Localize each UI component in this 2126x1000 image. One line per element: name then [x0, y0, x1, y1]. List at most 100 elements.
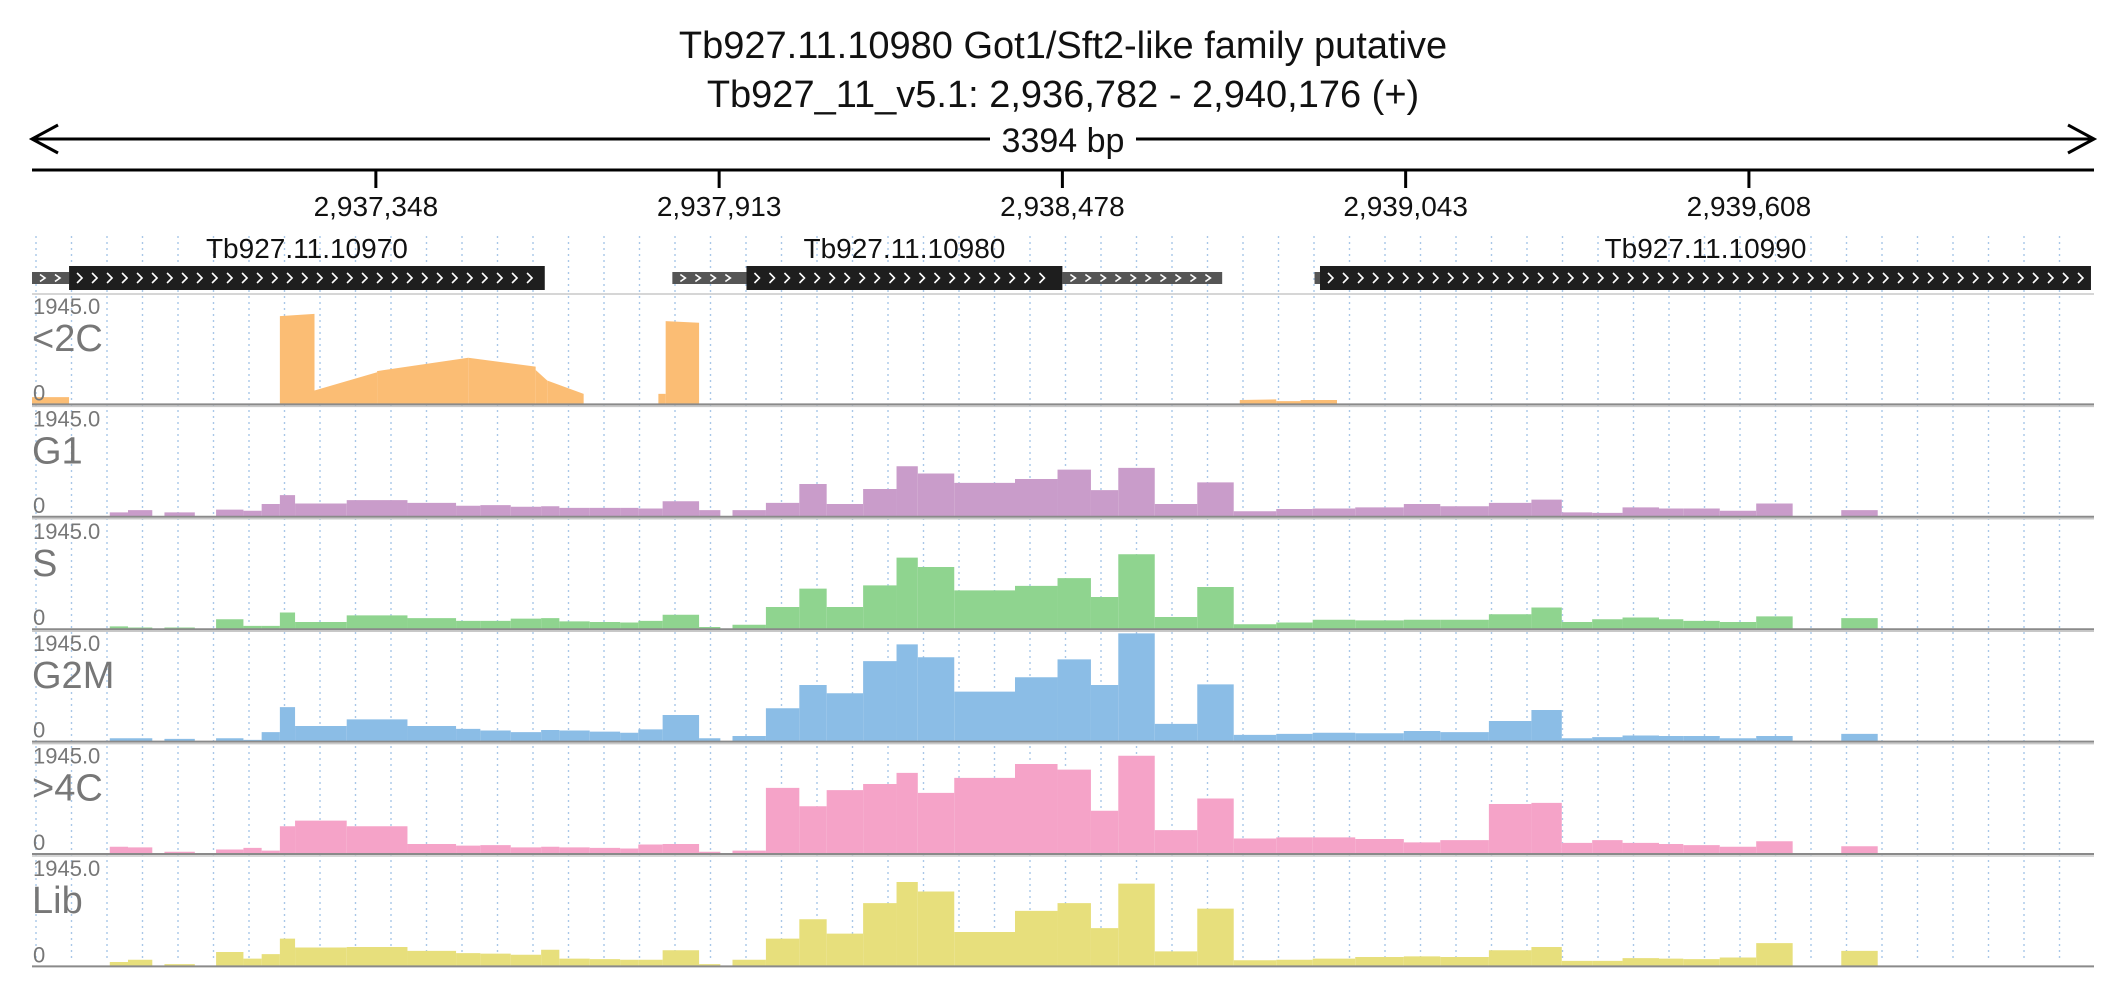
coverage-bar	[295, 503, 347, 517]
coverage-bar	[589, 507, 621, 517]
coverage-bar	[1440, 840, 1489, 854]
coverage-bar	[1622, 735, 1659, 742]
coverage-bar	[541, 506, 560, 517]
coverage-bar	[863, 489, 897, 517]
coverage-bar	[1090, 810, 1119, 854]
gene-cds-block	[746, 266, 1063, 290]
coverage-bar	[1658, 508, 1684, 517]
coverage-bar	[127, 847, 153, 854]
coverage-bar	[559, 847, 590, 854]
coverage-bar	[917, 891, 955, 967]
strand-chevrons	[1069, 273, 1212, 283]
coverage-bar	[1015, 910, 1058, 967]
coverage-bar	[1756, 503, 1793, 517]
coverage-bar	[1015, 677, 1058, 742]
coverage-bar	[1197, 798, 1234, 854]
span-length-label: 3394 bp	[1002, 122, 1125, 160]
coverage-bar	[216, 619, 244, 630]
coverage-bar	[732, 510, 766, 517]
coverage-bar	[1440, 619, 1489, 630]
coverage-bar	[480, 845, 511, 854]
coverage-bar	[1592, 960, 1623, 967]
coverage-bar	[732, 736, 766, 742]
coverage-bar	[480, 505, 511, 517]
coverage-bar	[1233, 624, 1277, 630]
coverage-bar	[1233, 838, 1277, 854]
coverage-bar	[1531, 802, 1562, 854]
coverage-bar	[954, 777, 1016, 854]
gene-label: Tb927.11.10970	[206, 233, 408, 264]
coverage-bar	[1440, 506, 1489, 517]
coverage-bar	[1233, 734, 1277, 742]
coverage-bar	[1312, 508, 1356, 517]
coverage-bar	[662, 614, 700, 630]
y-min-label: 0	[33, 830, 45, 855]
coverage-bar	[295, 947, 347, 967]
coverage-bar	[917, 473, 955, 517]
coverage-bar	[1841, 950, 1878, 967]
coverage-bar	[662, 950, 700, 967]
coverage-bar	[407, 844, 457, 854]
coverage-bar	[456, 953, 481, 967]
coverage-bar	[1154, 504, 1198, 517]
y-min-label: 0	[33, 605, 45, 630]
coverage-bar	[279, 707, 296, 742]
coverage-bar	[1531, 709, 1562, 742]
coverage-bar	[346, 946, 408, 967]
coverage-bar	[1403, 956, 1441, 967]
coverage-bar	[407, 618, 457, 630]
coverage-bar	[1355, 956, 1404, 967]
gene-utr-block	[1062, 272, 1223, 284]
gene-utr-block	[32, 272, 70, 284]
coverage-bar	[1658, 958, 1684, 967]
coverage-bar	[954, 482, 1016, 517]
coverage-bar	[1683, 959, 1720, 967]
coverage-bar	[896, 644, 918, 742]
coverage-bar	[1118, 883, 1155, 967]
coverage-bar	[799, 484, 827, 517]
coverage-bar	[1057, 659, 1091, 742]
coverage-bar	[954, 691, 1016, 742]
coverage-bar	[1197, 908, 1234, 967]
coverage-bar	[346, 500, 408, 517]
coverage-bar	[1090, 596, 1119, 630]
coverage-bar	[1440, 956, 1489, 967]
coverage-bar	[32, 397, 70, 405]
y-min-label: 0	[33, 942, 45, 967]
coverage-bar	[1488, 804, 1532, 854]
coverage-bar	[1233, 511, 1277, 517]
coverage-track: 1945.0 0 G1	[32, 405, 2094, 518]
coverage-bar	[1276, 959, 1313, 967]
coverage-bar	[456, 728, 481, 742]
coverage-bar	[480, 953, 511, 967]
coverage-track: 1945.0 0 S	[32, 518, 2094, 631]
coverage-bar	[699, 510, 721, 517]
coverage-bar	[620, 622, 639, 630]
strand-chevrons	[39, 273, 62, 283]
coverage-bar	[1239, 399, 1277, 405]
coverage-bar	[1057, 469, 1091, 517]
y-min-label: 0	[33, 718, 45, 743]
coverage-bar	[1719, 621, 1757, 630]
gene-label: Tb927.11.10980	[803, 233, 1005, 264]
coverage-bar	[279, 612, 296, 630]
coverage-bar	[541, 846, 560, 854]
coverage-bar	[1233, 960, 1277, 967]
track-name-label: >4C	[32, 768, 103, 810]
coverage-bar	[662, 714, 700, 742]
strand-chevrons	[1327, 272, 2085, 284]
coverage-bar	[559, 958, 590, 967]
y-max-label: 1945.0	[33, 406, 100, 431]
coverage-bar	[732, 959, 766, 967]
coverage-bar	[826, 606, 864, 630]
coverage-bar	[109, 512, 128, 517]
coverage-bar	[1403, 731, 1441, 742]
coverage-bar	[109, 846, 128, 854]
coverage-bar	[1683, 508, 1720, 517]
track-name-label: G2M	[32, 655, 114, 697]
coverage-bar	[1683, 736, 1720, 742]
coverage-bar	[1090, 928, 1119, 967]
ruler-tick-label: 2,937,348	[314, 191, 439, 222]
